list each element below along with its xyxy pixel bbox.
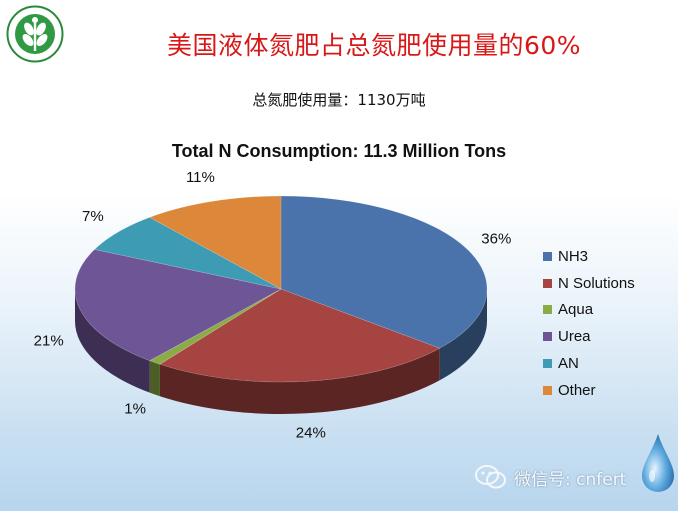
legend-item-an: AN	[543, 350, 635, 377]
water-drop-icon	[642, 434, 674, 492]
legend-item-n-solutions: N Solutions	[543, 270, 635, 297]
legend-label: Aqua	[558, 301, 594, 319]
slide-subtitle: 总氮肥使用量：1130万吨	[252, 91, 426, 109]
pie-side-urea	[75, 289, 150, 393]
legend-swatch	[543, 385, 552, 395]
pie-slice-nh3	[280, 195, 488, 349]
pie-label-aqua: 1%	[124, 401, 146, 418]
legend-swatch	[543, 359, 552, 369]
organization-logo	[6, 5, 64, 63]
legend-label: N Solutions	[558, 274, 635, 292]
legend-item-nh3: NH3	[543, 243, 635, 270]
pie-label-other: 11%	[186, 169, 215, 186]
pie-side-nh3	[439, 289, 487, 381]
pie-slice-urea	[74, 249, 282, 361]
legend-label: AN	[558, 355, 579, 373]
wechat-icon	[475, 465, 506, 489]
slide-title: 美国液体氮肥占总氮肥使用量的60%	[166, 31, 582, 60]
pie-slice-an	[93, 217, 282, 290]
legend-label: Other	[558, 381, 596, 399]
legend-swatch	[543, 278, 552, 288]
pie-slice-other	[148, 195, 282, 290]
legend-swatch	[543, 251, 552, 261]
pie-label-urea: 21%	[34, 333, 64, 350]
legend-label: Urea	[558, 328, 591, 346]
pie-slice-aqua	[148, 288, 282, 365]
pie-slice-n-solutions	[159, 288, 441, 383]
pie-label-n-solutions: 24%	[296, 425, 326, 442]
pie-label-nh3: 36%	[481, 230, 511, 247]
chart-title: Total N Consumption: 11.3 Million Tons	[171, 141, 507, 161]
legend-item-urea: Urea	[543, 323, 635, 350]
legend-label: NH3	[558, 247, 589, 265]
pie-label-an: 7%	[82, 208, 104, 225]
pie-side-n-solutions	[159, 348, 440, 414]
legend-item-other: Other	[543, 377, 635, 404]
watermark-text: 微信号: cnfert	[514, 469, 627, 490]
pie-side-aqua	[149, 360, 160, 397]
legend-swatch	[543, 332, 552, 342]
chart-legend: NH3 N Solutions Aqua Urea AN Other	[543, 243, 635, 404]
wechat-watermark: 微信号: cnfert	[474, 464, 626, 490]
legend-swatch	[543, 305, 552, 315]
legend-item-aqua: Aqua	[543, 297, 635, 324]
